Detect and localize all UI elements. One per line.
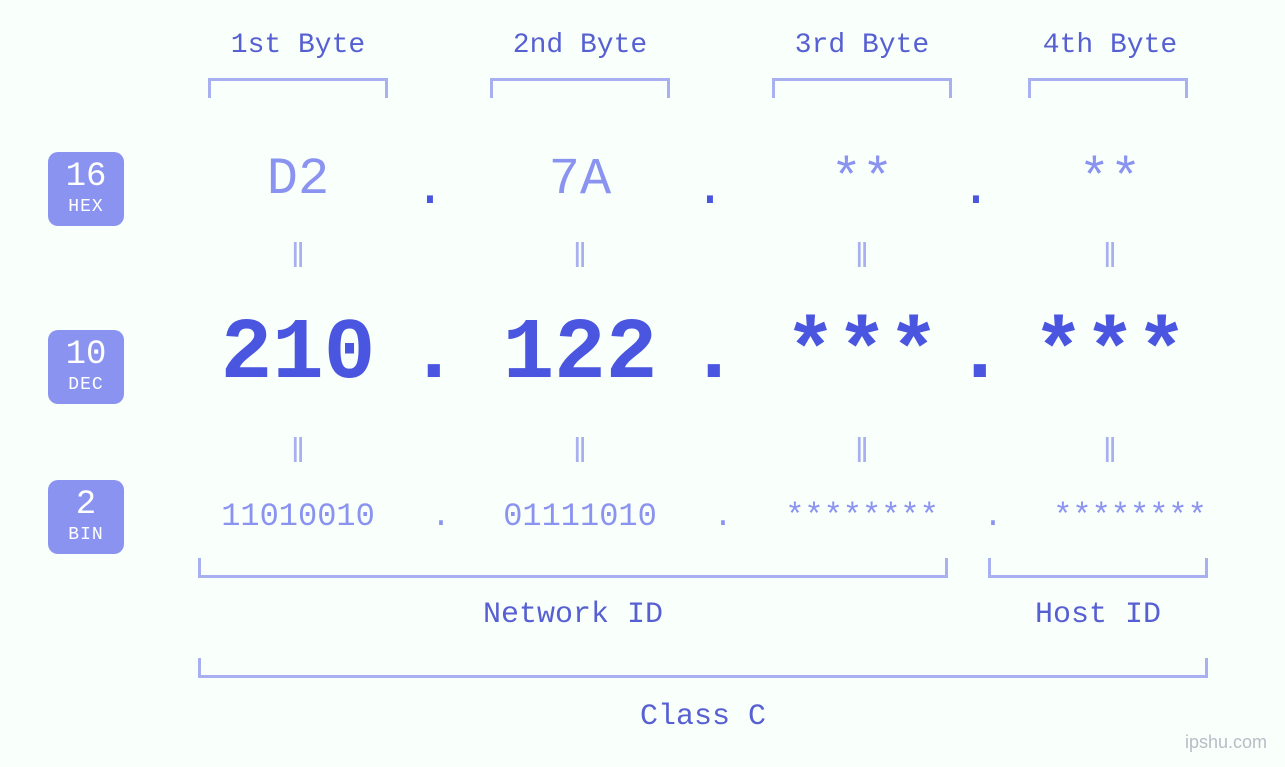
class-label: Class C bbox=[198, 700, 1208, 734]
host-id-bracket bbox=[988, 558, 1208, 578]
bin-byte-2: 01111010 bbox=[450, 498, 710, 535]
eq-2-4: ǁ bbox=[1000, 435, 1220, 473]
class-bracket bbox=[198, 658, 1208, 678]
hex-badge-num: 16 bbox=[48, 160, 124, 194]
watermark: ipshu.com bbox=[1185, 732, 1267, 753]
hex-byte-2: 7A bbox=[470, 150, 690, 209]
eq-1-4: ǁ bbox=[1000, 240, 1220, 278]
eq-2-1: ǁ bbox=[188, 435, 408, 473]
dec-dot-2: . bbox=[688, 305, 732, 403]
dec-byte-2: 122 bbox=[460, 305, 700, 403]
byte-bracket-2 bbox=[490, 78, 670, 98]
hex-badge: 16 HEX bbox=[48, 152, 124, 226]
bin-byte-4: ******** bbox=[1000, 498, 1260, 535]
bin-badge-num: 2 bbox=[48, 488, 124, 522]
dec-badge-num: 10 bbox=[48, 338, 124, 372]
byte-header-2: 2nd Byte bbox=[470, 30, 690, 61]
eq-1-2: ǁ bbox=[470, 240, 690, 278]
hex-dot-3: . bbox=[956, 160, 996, 219]
dec-badge-label: DEC bbox=[48, 376, 124, 394]
ip-diagram: 16 HEX 10 DEC 2 BIN 1st Byte 2nd Byte 3r… bbox=[0, 0, 1285, 767]
byte-bracket-1 bbox=[208, 78, 388, 98]
hex-dot-1: . bbox=[410, 160, 450, 219]
dec-byte-1: 210 bbox=[178, 305, 418, 403]
bin-byte-3: ******** bbox=[732, 498, 992, 535]
byte-header-3: 3rd Byte bbox=[752, 30, 972, 61]
eq-2-3: ǁ bbox=[752, 435, 972, 473]
network-id-bracket bbox=[198, 558, 948, 578]
eq-2-2: ǁ bbox=[470, 435, 690, 473]
dec-dot-3: . bbox=[954, 305, 998, 403]
eq-1-3: ǁ bbox=[752, 240, 972, 278]
bin-byte-1: 11010010 bbox=[168, 498, 428, 535]
hex-byte-4: ** bbox=[1000, 150, 1220, 209]
network-id-label: Network ID bbox=[198, 598, 948, 632]
dec-dot-1: . bbox=[408, 305, 452, 403]
hex-byte-1: D2 bbox=[188, 150, 408, 209]
byte-bracket-3 bbox=[772, 78, 952, 98]
dec-badge: 10 DEC bbox=[48, 330, 124, 404]
byte-header-1: 1st Byte bbox=[188, 30, 408, 61]
bin-badge-label: BIN bbox=[48, 526, 124, 544]
hex-byte-3: ** bbox=[752, 150, 972, 209]
eq-1-1: ǁ bbox=[188, 240, 408, 278]
bin-badge: 2 BIN bbox=[48, 480, 124, 554]
dec-byte-3: *** bbox=[742, 305, 982, 403]
dec-byte-4: *** bbox=[1000, 305, 1220, 403]
host-id-label: Host ID bbox=[988, 598, 1208, 632]
hex-dot-2: . bbox=[690, 160, 730, 219]
hex-badge-label: HEX bbox=[48, 198, 124, 216]
byte-bracket-4 bbox=[1028, 78, 1188, 98]
byte-header-4: 4th Byte bbox=[1020, 30, 1200, 61]
